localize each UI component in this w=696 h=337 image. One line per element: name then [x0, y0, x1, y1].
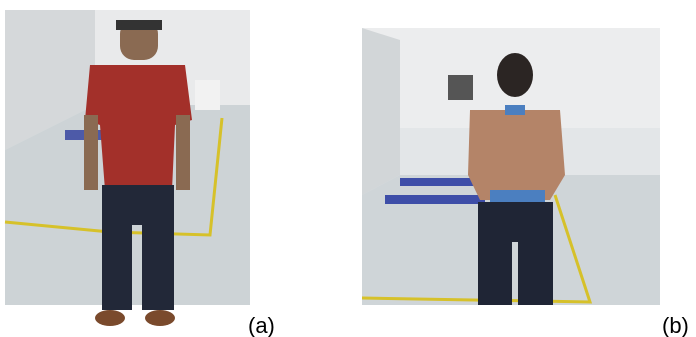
panel-label: (a) [248, 313, 275, 337]
figure: (a) (b) [0, 0, 696, 337]
panel-label: (b) [662, 313, 689, 337]
photo-front [5, 10, 250, 326]
photo-back [362, 28, 660, 305]
page: (a) (b) (() => { const data = JSON.parse… [0, 0, 696, 337]
